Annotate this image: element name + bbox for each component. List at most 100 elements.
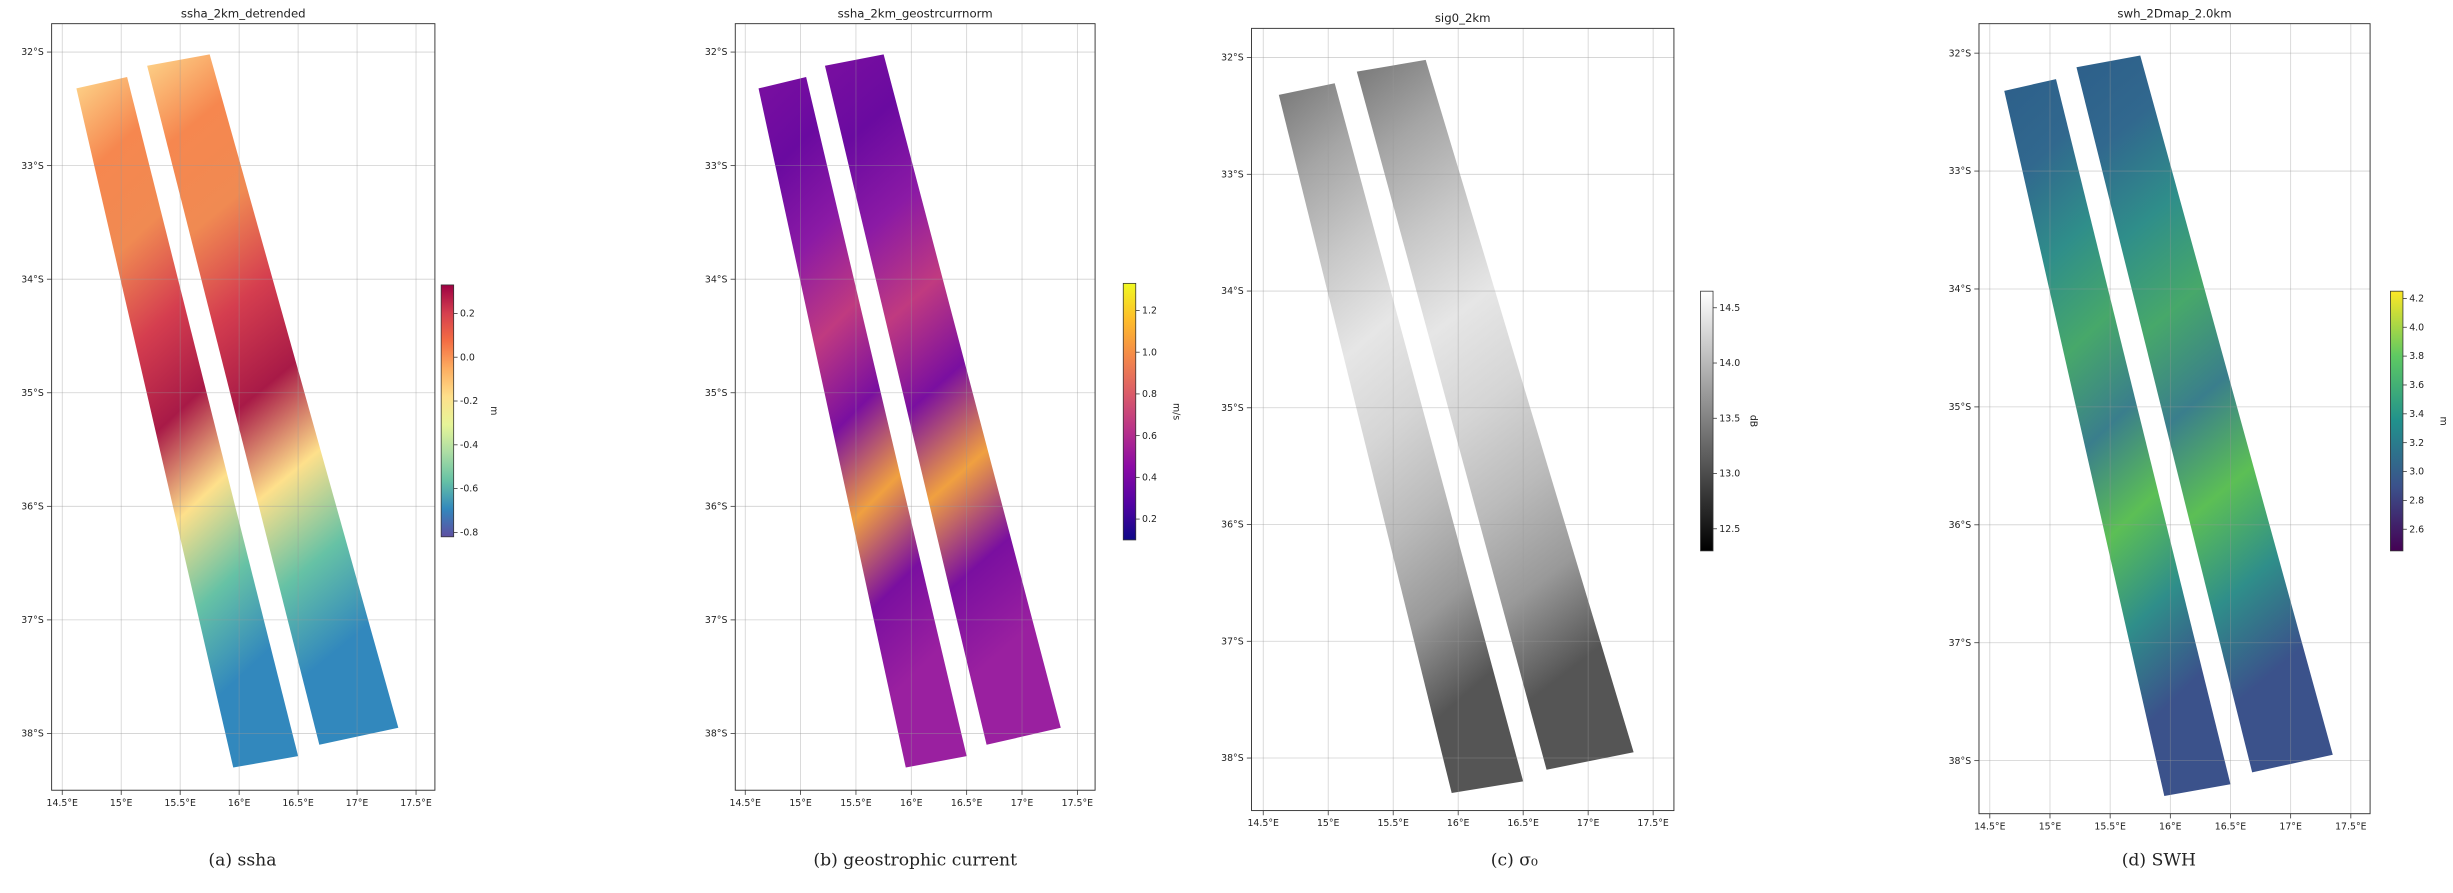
colorbar-tick-label: 4.0 [2409,322,2424,333]
y-tick-label: 32°S [705,47,728,58]
colorbar-tick-label: 13.0 [1719,469,1740,480]
colorbar-tick-label: -0.6 [460,484,478,495]
y-tick-label: 35°S [21,388,44,399]
x-tick-label: 15°E [2039,821,2062,832]
swath [76,77,299,768]
colorbar [1122,282,1137,541]
colorbar-tick-label: 12.5 [1719,524,1740,535]
swath [1356,59,1634,770]
x-tick-label: 17°E [1577,818,1600,829]
colorbar [1700,290,1714,552]
x-tick-label: 17.5°E [2335,821,2367,832]
colorbar-tick-label: 0.0 [460,352,475,363]
y-tick-label: 34°S [705,274,728,285]
swath [2076,55,2333,773]
x-tick-label: 15°E [789,798,812,809]
x-tick-label: 15.5°E [840,798,872,809]
colorbar-label: m [2437,416,2448,425]
colorbar-label: m [488,406,499,415]
panel-title: ssha_2km_detrended [181,6,306,20]
axes-frame [1978,23,2371,815]
y-tick-label: 32°S [1949,48,1972,59]
x-tick-label: 14.5°E [729,798,761,809]
swath [1278,83,1524,794]
colorbar-tick-label: 2.8 [2409,496,2424,507]
colorbar [440,284,455,538]
y-tick-label: 34°S [1221,286,1244,297]
y-tick-label: 33°S [1221,169,1244,180]
x-tick-label: 16.5°E [282,798,314,809]
y-tick-label: 38°S [1949,756,1972,767]
x-tick-label: 16°E [1447,818,1470,829]
y-tick-label: 36°S [21,501,44,512]
y-tick-label: 34°S [21,274,44,285]
colorbar-tick-label: 1.2 [1142,306,1157,317]
x-tick-label: 16.5°E [1507,818,1539,829]
colorbar-tick-label: 0.6 [1142,431,1157,442]
y-tick-label: 36°S [1949,520,1972,531]
colorbar-tick-label: 3.8 [2409,351,2424,362]
y-tick-label: 35°S [1221,403,1244,414]
colorbar-tick-label: -0.2 [460,396,478,407]
y-tick-label: 33°S [1949,166,1972,177]
colorbar-label: m/s [1170,403,1181,420]
y-tick-label: 37°S [705,615,728,626]
x-tick-label: 15.5°E [1377,818,1409,829]
y-tick-label: 38°S [1221,753,1244,764]
colorbar-tick-label: 2.6 [2409,524,2424,535]
colorbar-tick-label: 3.2 [2409,438,2424,449]
x-tick-label: 15°E [110,798,133,809]
y-tick-label: 35°S [705,388,728,399]
swath [758,77,967,768]
colorbar-tick-label: 3.6 [2409,380,2424,391]
y-tick-label: 38°S [705,729,728,740]
x-tick-label: 16°E [2159,821,2182,832]
x-tick-label: 16°E [900,798,923,809]
swath [2004,79,2231,797]
x-tick-label: 16.5°E [951,798,983,809]
y-tick-label: 33°S [21,161,44,172]
axes-frame [51,23,436,791]
y-tick-label: 33°S [705,161,728,172]
x-tick-label: 15.5°E [2094,821,2126,832]
colorbar-tick-label: 4.2 [2409,294,2424,305]
colorbar-tick-label: -0.8 [460,528,478,539]
caption: (d) SWH [2122,850,2196,870]
x-tick-label: 17.5°E [400,798,432,809]
caption: (b) geostrophic current [813,850,1017,870]
y-tick-label: 37°S [1949,638,1972,649]
y-tick-label: 36°S [705,501,728,512]
swath [824,54,1061,745]
colorbar-tick-label: 13.5 [1719,413,1740,424]
colorbar-tick-label: 1.0 [1142,347,1157,358]
x-tick-label: 14.5°E [46,798,78,809]
y-tick-label: 37°S [21,615,44,626]
colorbar-tick-label: 0.4 [1142,472,1157,483]
x-tick-label: 15°E [1317,818,1340,829]
y-tick-label: 36°S [1221,520,1244,531]
x-tick-label: 17.5°E [1062,798,1094,809]
colorbar-tick-label: 14.0 [1719,358,1740,369]
colorbar-tick-label: 0.2 [460,309,475,320]
x-tick-label: 16.5°E [2215,821,2247,832]
x-tick-label: 14.5°E [1247,818,1279,829]
colorbar-tick-label: 0.8 [1142,389,1157,400]
colorbar-tick-label: 3.4 [2409,409,2424,420]
y-tick-label: 37°S [1221,636,1244,647]
panel-title: swh_2Dmap_2.0km [2117,6,2231,20]
caption: (c) σ₀ [1491,850,1538,870]
x-tick-label: 16°E [228,798,251,809]
colorbar-tick-label: 14.5 [1719,303,1740,314]
y-tick-label: 35°S [1949,402,1972,413]
colorbar-label: dB [1748,415,1759,427]
x-tick-label: 17°E [2279,821,2302,832]
y-tick-label: 32°S [21,47,44,58]
panel-title: sig0_2km [1435,11,1491,25]
colorbar-tick-label: 0.2 [1142,514,1157,525]
axes-frame [1251,27,1675,812]
x-tick-label: 17.5°E [1637,818,1669,829]
x-tick-label: 15.5°E [164,798,196,809]
colorbar [2390,290,2404,552]
caption: (a) ssha [208,850,276,870]
